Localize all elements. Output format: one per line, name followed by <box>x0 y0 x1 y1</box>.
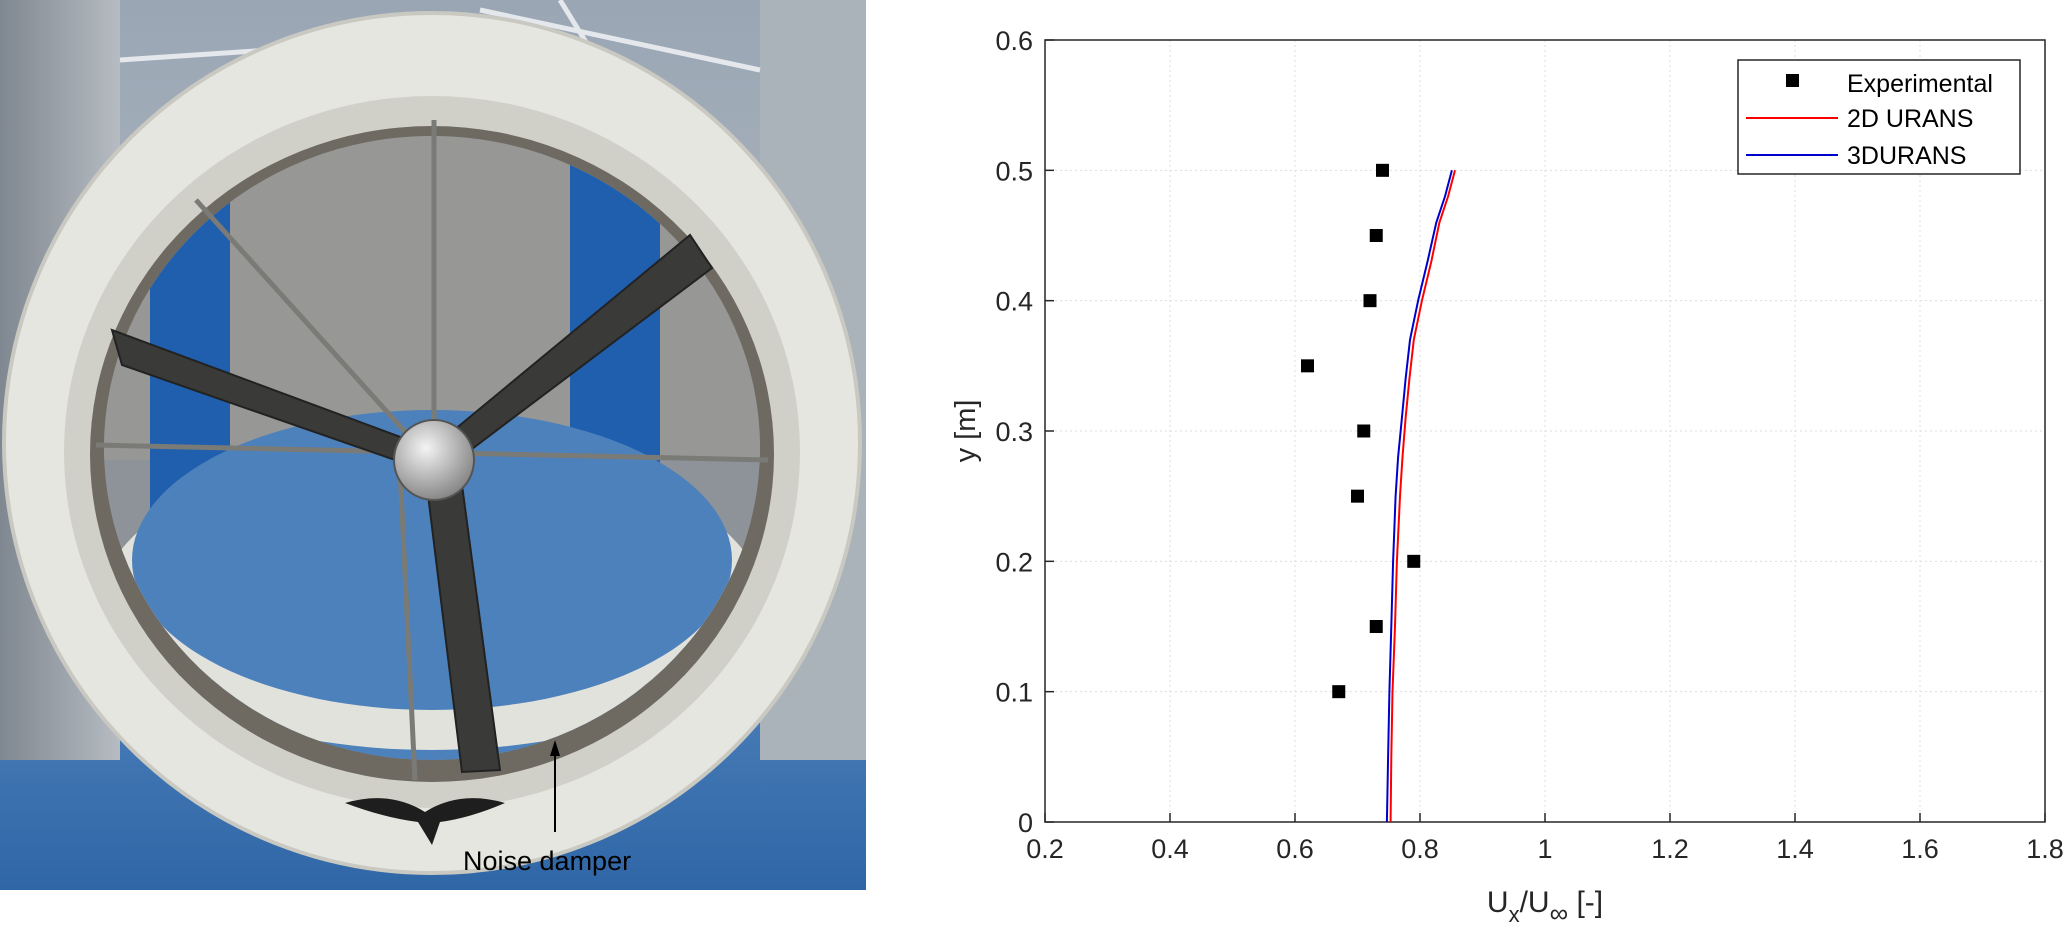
x-axis-label: Ux/U∞ [-] <box>1487 886 1603 928</box>
experimental-point <box>1357 424 1371 438</box>
legend-label-3d-urans: 3DURANS <box>1847 142 1966 170</box>
experimental-point <box>1351 489 1364 503</box>
series-line-1 <box>1389 170 1456 823</box>
x-axis-label-tail: [-] <box>1568 886 1603 919</box>
legend-label-experimental: Experimental <box>1847 70 1993 98</box>
x-tick-label: 1.4 <box>1776 834 1814 864</box>
hub-icon <box>393 419 475 501</box>
x-tick-label: 0.6 <box>1276 834 1314 864</box>
noise-damper-label: Noise damper <box>463 846 631 876</box>
x-tick-label: 1.8 <box>2026 834 2064 864</box>
x-tick-label: 1.2 <box>1651 834 1689 864</box>
y-tick-label: 0 <box>1018 808 1033 838</box>
experimental-point <box>1332 685 1346 699</box>
legend: Experimental 2D URANS 3DURANS <box>1737 59 2021 175</box>
x-tick-label: 0.8 <box>1401 834 1439 864</box>
x-tick-label: 1.6 <box>1901 834 1939 864</box>
eagle-decal-icon <box>345 798 505 845</box>
x-tick-label: 0.4 <box>1151 834 1189 864</box>
turbine-photo: Noise damper <box>0 0 866 890</box>
experimental-point <box>1369 620 1383 633</box>
experimental-point <box>1407 554 1421 568</box>
y-tick-label: 0.6 <box>995 26 1033 56</box>
series-layer <box>1301 163 1456 823</box>
y-axis-label: y [m] <box>950 400 982 463</box>
velocity-profile-chart: 0.2 0.4 0.6 0.8 1 1.2 1.4 1.6 1.8 0 0.1 0.2 0.3 0.4 0.… <box>950 26 2064 928</box>
y-tick-label: 0.4 <box>995 287 1033 317</box>
y-tick-label: 0.2 <box>995 547 1033 577</box>
x-axis-label-u: U <box>1487 886 1509 919</box>
y-tick-label: 0.1 <box>995 678 1033 708</box>
experimental-point <box>1301 359 1314 373</box>
experimental-point <box>1369 229 1383 242</box>
y-tick-label: 0.5 <box>995 156 1033 186</box>
legend-label-2d-urans: 2D URANS <box>1847 105 1973 133</box>
x-axis-label-mid: /U <box>1520 886 1550 919</box>
y-tick-label: 0.3 <box>995 417 1033 447</box>
x-axis-label-sub2: ∞ <box>1550 898 1569 928</box>
x-tick-label: 1 <box>1537 834 1552 864</box>
series-line-2 <box>1385 170 1453 823</box>
legend-marker-experimental <box>1786 74 1799 87</box>
experimental-point <box>1376 163 1389 177</box>
x-axis-label-sub1: x <box>1509 902 1520 927</box>
annotation-arrow <box>550 740 560 832</box>
x-tick-label: 0.2 <box>1026 834 1064 864</box>
axis-ticks: 0.2 0.4 0.6 0.8 1 1.2 1.4 1.6 1.8 0 0.1 0.2 0.3 0.4 0.… <box>995 26 2063 864</box>
rotor-blades <box>110 233 714 774</box>
experimental-point <box>1363 294 1377 308</box>
